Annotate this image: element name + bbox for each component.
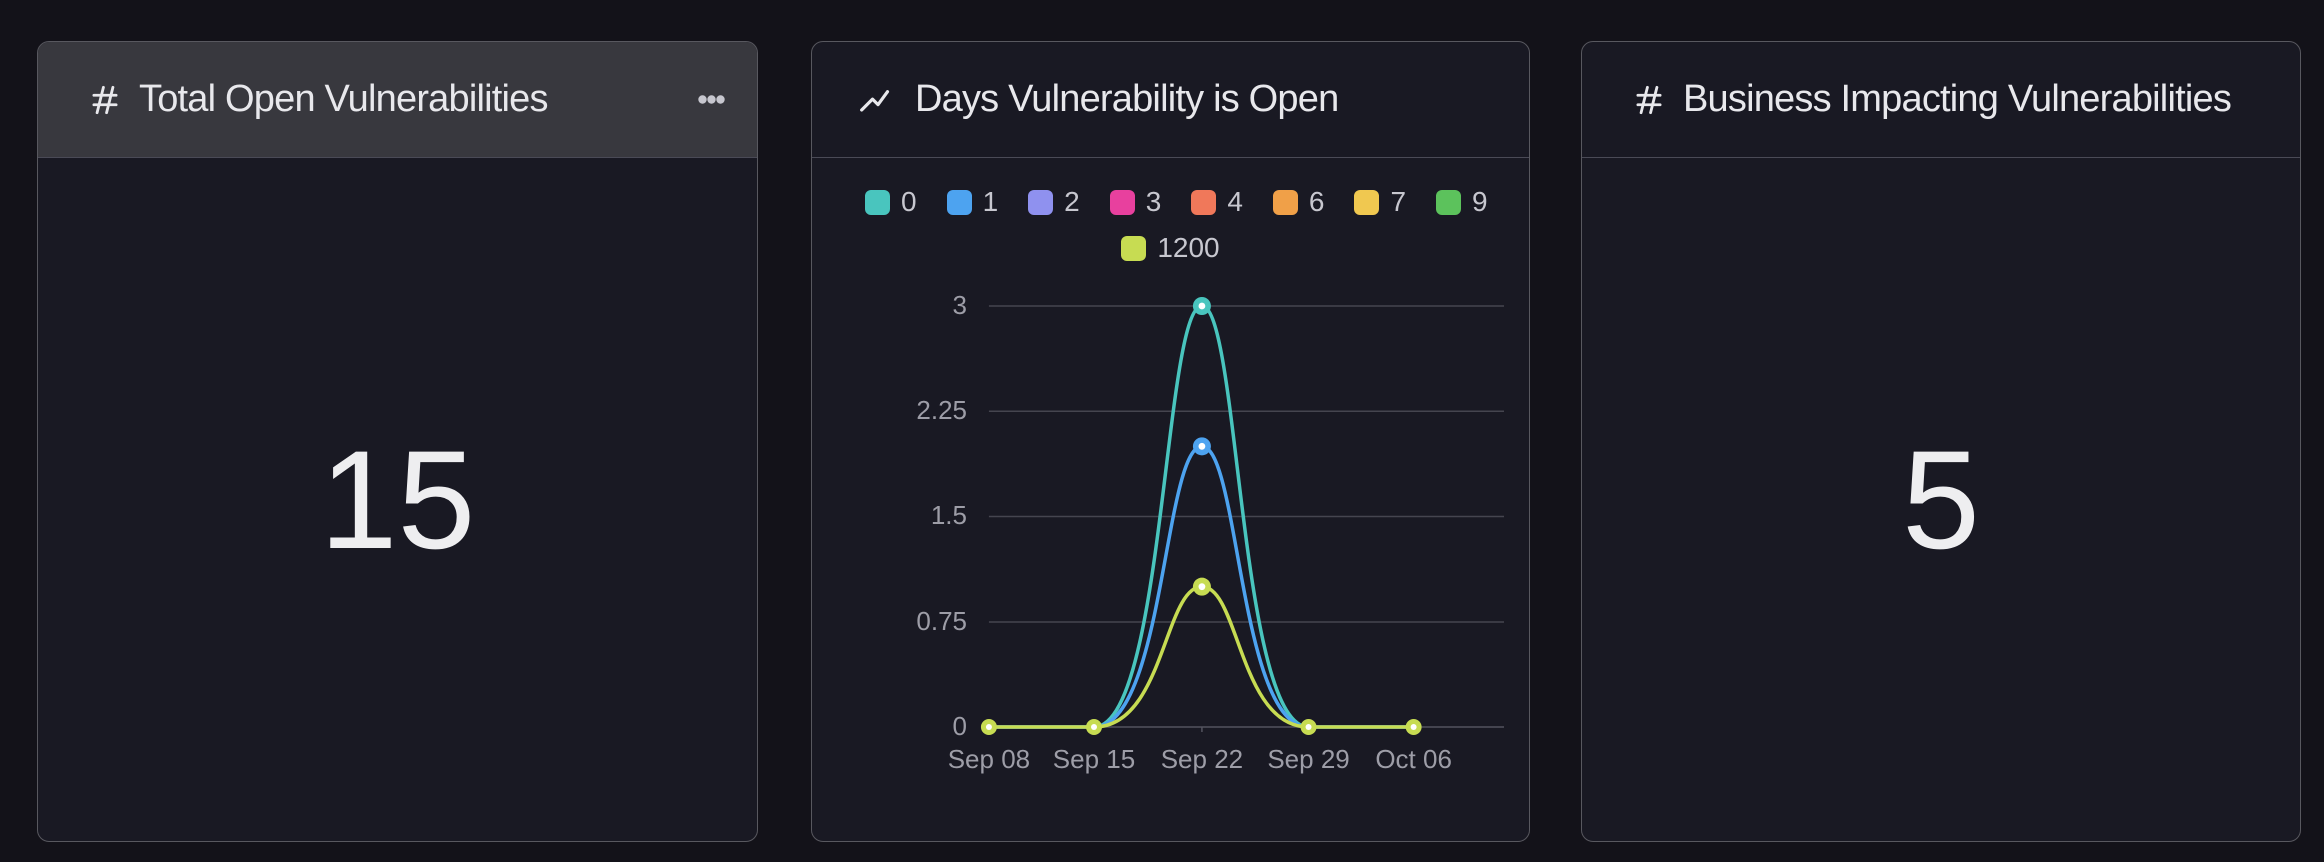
svg-text:0: 0 (953, 711, 967, 741)
svg-text:0.75: 0.75 (916, 606, 967, 636)
svg-text:1.5: 1.5 (931, 500, 967, 530)
svg-text:Sep 15: Sep 15 (1053, 744, 1135, 774)
svg-text:Sep 29: Sep 29 (1267, 744, 1349, 774)
svg-text:Sep 22: Sep 22 (1161, 744, 1243, 774)
svg-text:3: 3 (953, 290, 967, 320)
svg-text:2.25: 2.25 (916, 395, 967, 425)
svg-text:Sep 08: Sep 08 (948, 744, 1030, 774)
svg-text:Oct 06: Oct 06 (1375, 744, 1452, 774)
